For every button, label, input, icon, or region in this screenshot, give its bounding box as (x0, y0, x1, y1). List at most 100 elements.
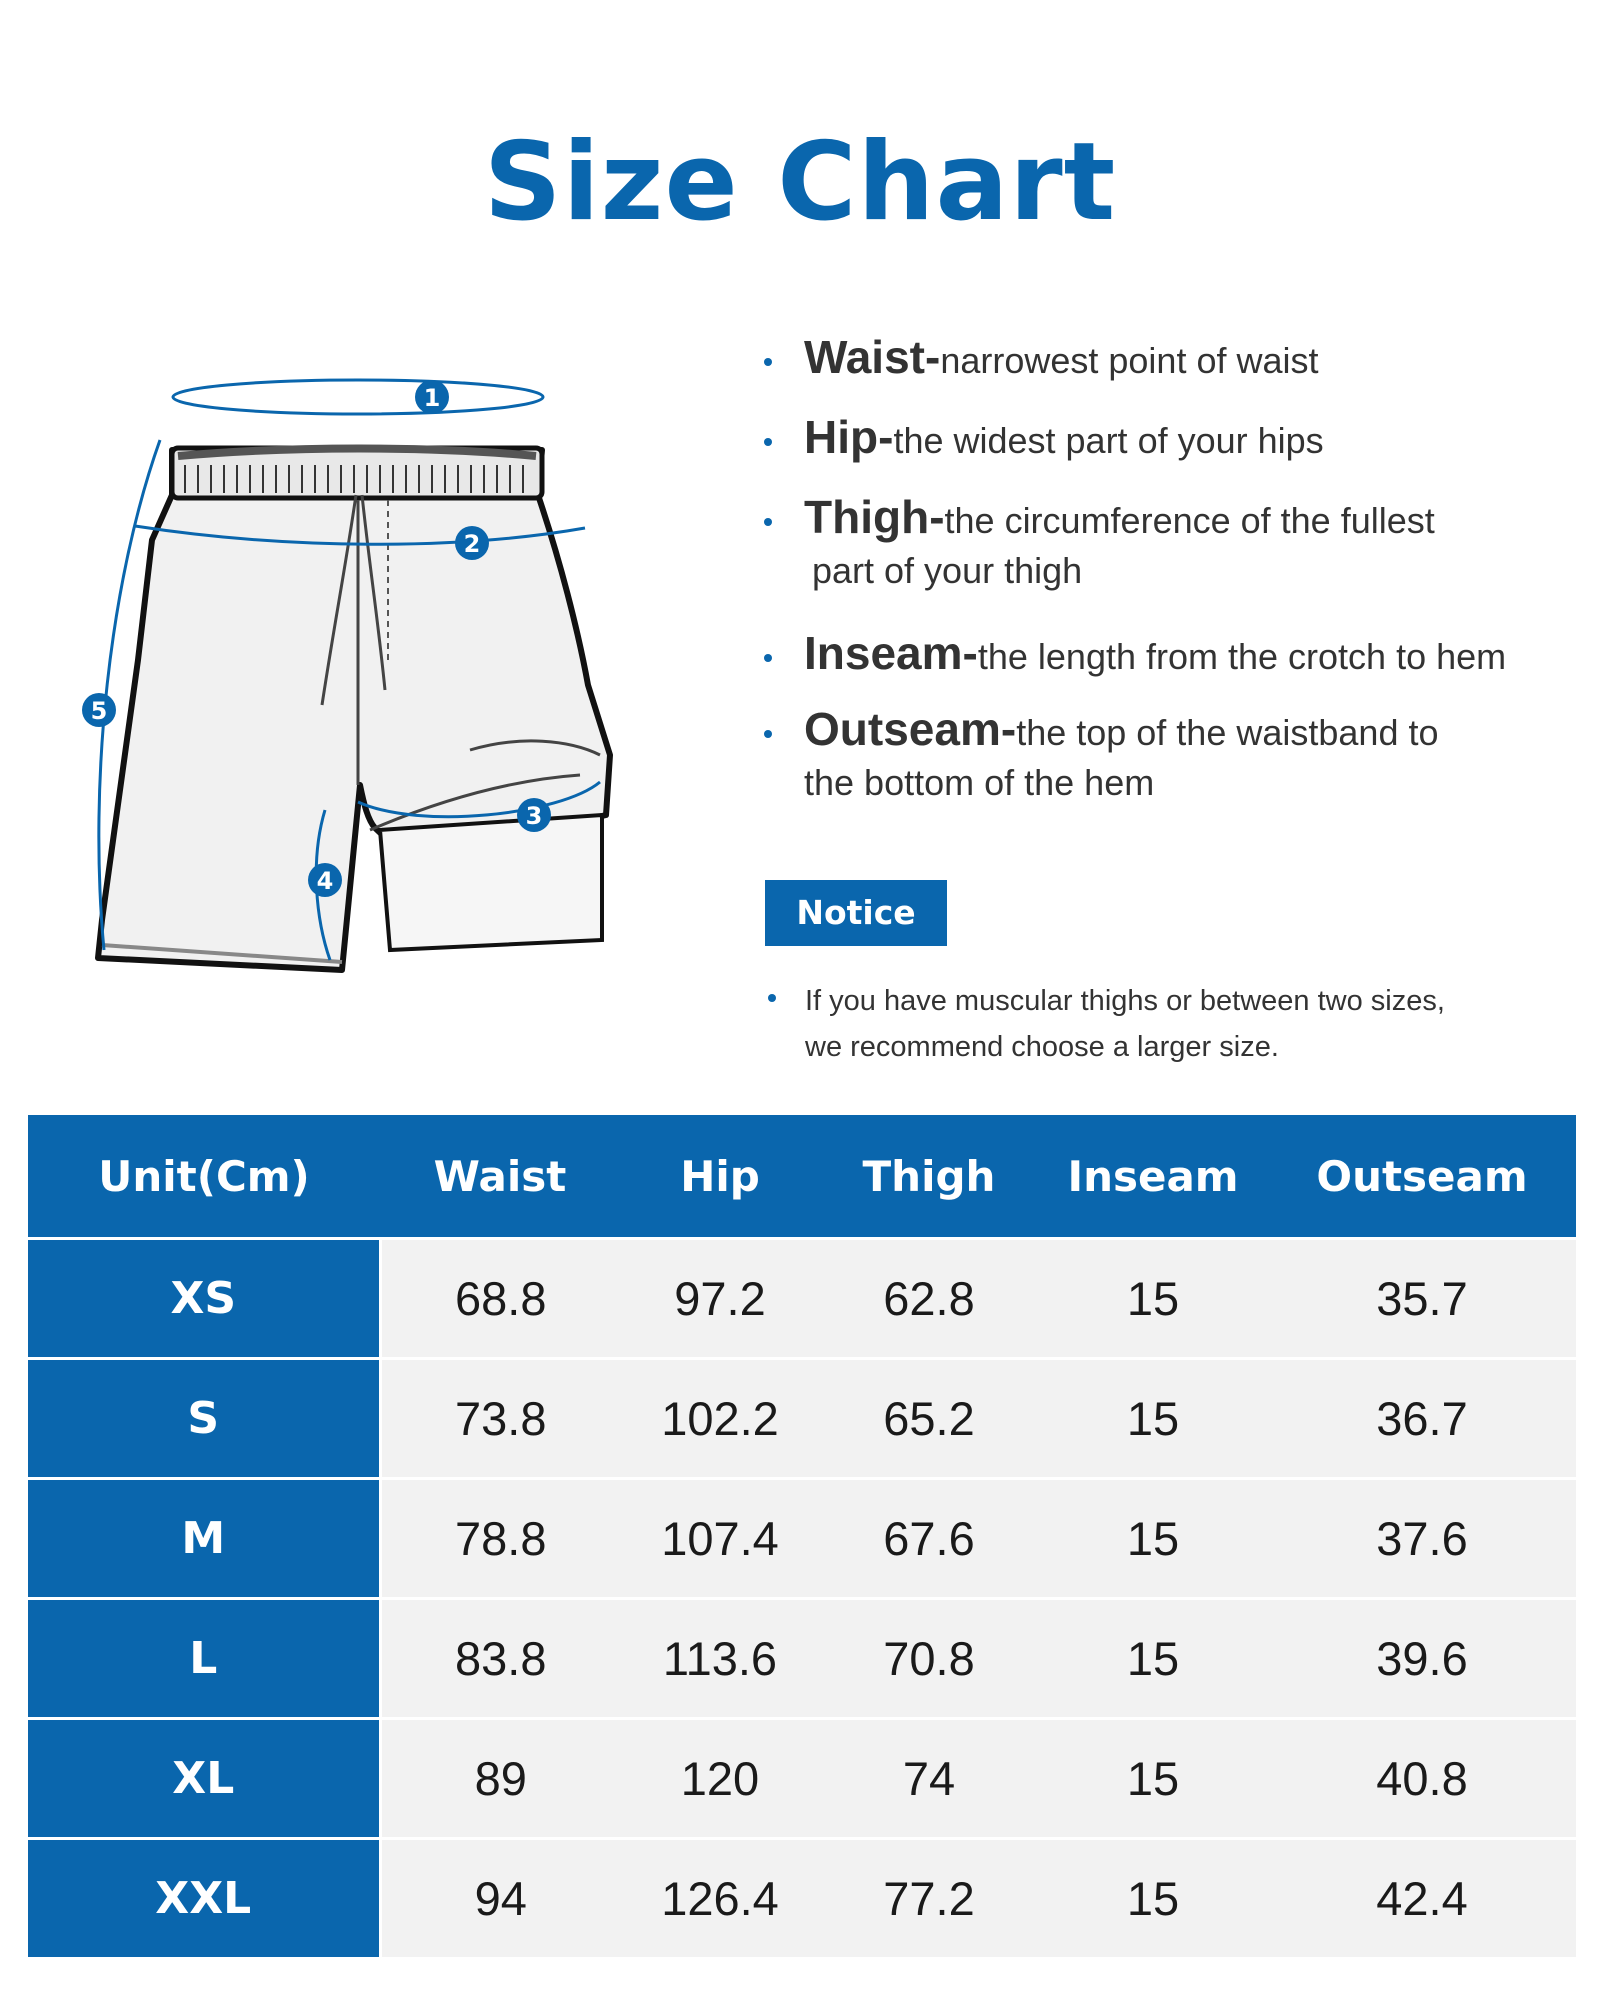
bullet-icon (764, 438, 772, 446)
definition-desc: the top of the waistband to (1016, 712, 1439, 753)
table-row: XL 89 120 74 15 40.8 (28, 1717, 1576, 1839)
size-label: S (28, 1357, 382, 1479)
table-cell: 83.8 (380, 1597, 620, 1719)
definition-desc: narrowest point of waist (940, 340, 1319, 381)
table-row: S 73.8 102.2 65.2 15 36.7 (28, 1357, 1576, 1479)
bullet-icon (764, 654, 772, 662)
thigh-measure-line (357, 780, 601, 819)
table-cell: 120 (620, 1717, 820, 1839)
definition-term: Thigh (804, 491, 930, 543)
size-table: Unit(Cm) Waist Hip Thigh Inseam Outseam … (28, 1115, 1576, 1957)
column-header: Thigh (820, 1115, 1038, 1239)
table-cell: 126.4 (620, 1837, 820, 1957)
bullet-icon (764, 518, 772, 526)
table-cell: 78.8 (380, 1477, 620, 1599)
notice-badge: Notice (765, 880, 947, 946)
column-header: Waist (380, 1115, 620, 1239)
measurement-definitions: Waist-narrowest point of waist Hip-the w… (758, 330, 1578, 804)
definition-term: Outseam (804, 703, 1001, 755)
marker-5: 5 (82, 693, 116, 727)
marker-1: 1 (415, 380, 449, 414)
table-cell: 67.6 (820, 1477, 1038, 1599)
table-cell: 15 (1038, 1477, 1268, 1599)
marker-3: 3 (517, 798, 551, 832)
marker-label: 5 (91, 697, 108, 725)
fold-line (369, 773, 581, 832)
size-label: XS (28, 1237, 382, 1359)
table-cell: 68.8 (380, 1237, 620, 1359)
table-row: M 78.8 107.4 67.6 15 37.6 (28, 1477, 1576, 1599)
table-cell: 36.7 (1268, 1357, 1576, 1479)
table-cell: 40.8 (1268, 1717, 1576, 1839)
definition-outseam: Outseam-the top of the waistband to the … (758, 702, 1578, 804)
table-row: L 83.8 113.6 70.8 15 39.6 (28, 1597, 1576, 1719)
table-row: XS 68.8 97.2 62.8 15 35.7 (28, 1237, 1576, 1359)
definition-thigh: Thigh-the circumference of the fullest p… (758, 490, 1578, 592)
table-cell: 39.6 (1268, 1597, 1576, 1719)
definition-hip: Hip-the widest part of your hips (758, 410, 1578, 464)
table-cell: 35.7 (1268, 1237, 1576, 1359)
marker-label: 2 (464, 530, 481, 558)
column-header: Outseam (1268, 1115, 1576, 1239)
size-label: L (28, 1597, 382, 1719)
table-cell: 15 (1038, 1357, 1268, 1479)
table-cell: 77.2 (820, 1837, 1038, 1957)
table-cell: 15 (1038, 1237, 1268, 1359)
table-cell: 15 (1038, 1597, 1268, 1719)
column-header: Unit(Cm) (28, 1115, 380, 1239)
drawstring-right (360, 494, 387, 691)
marker-label: 1 (424, 384, 441, 412)
table-cell: 113.6 (620, 1597, 820, 1719)
definition-desc: the widest part of your hips (893, 420, 1324, 461)
leg-opening-hem (101, 943, 343, 964)
table-cell: 42.4 (1268, 1837, 1576, 1957)
marker-2: 2 (455, 526, 489, 560)
table-cell: 89 (380, 1717, 620, 1839)
waistband-top-edge (177, 444, 537, 460)
definition-desc: the circumference of the fullest (944, 500, 1435, 541)
hip-measure-line (134, 524, 586, 546)
marker-label: 4 (317, 867, 334, 895)
table-cell: 62.8 (820, 1237, 1038, 1359)
size-label: M (28, 1477, 382, 1599)
table-cell: 107.4 (620, 1477, 820, 1599)
size-label: XXL (28, 1837, 382, 1957)
definition-term: Waist (804, 331, 925, 383)
fold-line (469, 739, 601, 757)
page-title: Size Chart (483, 120, 1117, 245)
definition-inseam: Inseam-the length from the crotch to hem (758, 626, 1578, 680)
notice-text: If you have muscular thighs or between t… (765, 978, 1600, 1070)
bullet-icon (764, 358, 772, 366)
outseam-measure-line (97, 439, 162, 951)
column-header: Inseam (1038, 1115, 1268, 1239)
definition-term: Inseam (804, 627, 963, 679)
shorts-diagram: 1 2 3 4 5 (82, 378, 613, 973)
table-cell: 102.2 (620, 1357, 820, 1479)
table-header-row: Unit(Cm) Waist Hip Thigh Inseam Outseam (28, 1115, 1576, 1239)
table-cell: 73.8 (380, 1357, 620, 1479)
waist-measure-line (171, 378, 545, 416)
table-cell: 94 (380, 1837, 620, 1957)
drawstring-left (320, 494, 358, 706)
table-cell: 70.8 (820, 1597, 1038, 1719)
definition-desc: the length from the crotch to hem (977, 636, 1507, 677)
table-cell: 97.2 (620, 1237, 820, 1359)
definition-desc-cont: part of your thigh (812, 550, 1083, 591)
notice-line: we recommend choose a larger size. (805, 1031, 1279, 1063)
notice-line: If you have muscular thighs or between t… (805, 985, 1445, 1017)
bullet-icon (764, 730, 772, 738)
table-row: XXL 94 126.4 77.2 15 42.4 (28, 1837, 1576, 1957)
table-cell: 37.6 (1268, 1477, 1576, 1599)
column-header: Hip (620, 1115, 820, 1239)
definition-term: Hip (804, 411, 879, 463)
table-cell: 65.2 (820, 1357, 1038, 1479)
bullet-icon (768, 994, 776, 1002)
table-cell: 74 (820, 1717, 1038, 1839)
table-cell: 15 (1038, 1837, 1268, 1957)
marker-4: 4 (308, 863, 342, 897)
definition-waist: Waist-narrowest point of waist (758, 330, 1578, 384)
shorts-liner (377, 812, 604, 953)
marker-label: 3 (526, 802, 543, 830)
size-label: XL (28, 1717, 382, 1839)
table-cell: 15 (1038, 1717, 1268, 1839)
